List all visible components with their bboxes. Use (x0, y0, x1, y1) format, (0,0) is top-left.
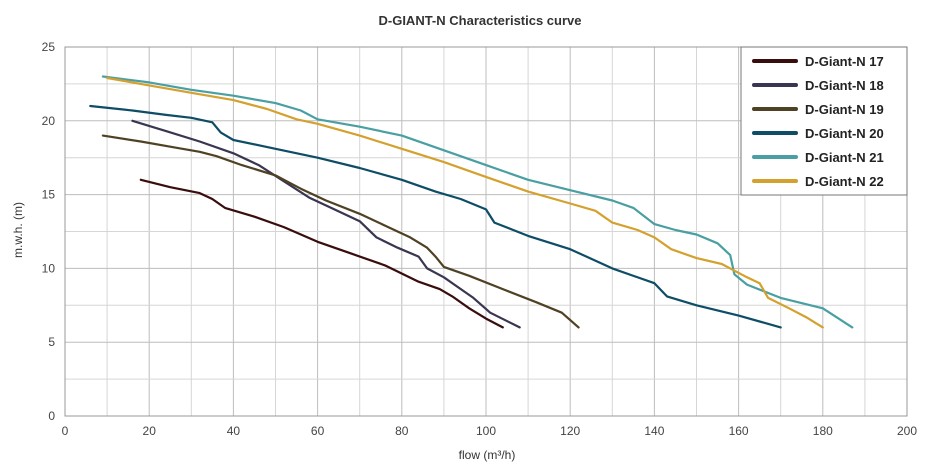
y-axis-label: m.w.h. (m) (11, 202, 25, 258)
legend-label: D-Giant-N 18 (805, 78, 884, 93)
legend-label: D-Giant-N 19 (805, 102, 884, 117)
y-tick-label: 10 (42, 261, 56, 275)
y-tick-label: 0 (48, 409, 55, 423)
x-tick-label: 180 (813, 424, 833, 438)
y-tick-label: 15 (42, 188, 56, 202)
legend-label: D-Giant-N 22 (805, 174, 884, 189)
legend-box (740, 46, 908, 196)
series-line-1 (139, 178, 504, 329)
series-line-4 (89, 104, 782, 329)
x-tick-label: 20 (143, 424, 157, 438)
x-tick-label: 160 (729, 424, 749, 438)
y-tick-label: 20 (42, 114, 56, 128)
x-axis-label: flow (m³/h) (459, 448, 516, 462)
x-tick-label: 40 (227, 424, 241, 438)
legend: D-Giant-N 17 D-Giant-N 18 D-Giant-N 19 D-Gi… (740, 46, 908, 196)
x-tick-labels: 0 20 40 60 80 100 120 140 160 180 200 (62, 424, 918, 438)
plot-frame (64, 46, 908, 417)
y-tick-label: 25 (42, 40, 56, 54)
legend-label: D-Giant-N 17 (805, 54, 884, 69)
legend-label: D-Giant-N 21 (805, 150, 884, 165)
series-line-3 (101, 134, 580, 329)
x-tick-label: 120 (560, 424, 580, 438)
x-tick-label: 0 (62, 424, 69, 438)
y-tick-labels: 0 5 10 15 20 25 (42, 40, 56, 423)
x-tick-label: 100 (476, 424, 496, 438)
series-lines (89, 75, 854, 329)
y-tick-label: 5 (48, 335, 55, 349)
x-tick-label: 80 (395, 424, 409, 438)
legend-label: D-Giant-N 20 (805, 126, 884, 141)
series-line-6 (105, 76, 824, 329)
series-line-5 (101, 75, 854, 329)
chart-title: D-GIANT-N Characteristics curve (378, 13, 581, 28)
x-tick-label: 200 (897, 424, 917, 438)
x-tick-label: 60 (311, 424, 325, 438)
x-tick-label: 140 (644, 424, 664, 438)
series-line-2 (131, 119, 521, 329)
